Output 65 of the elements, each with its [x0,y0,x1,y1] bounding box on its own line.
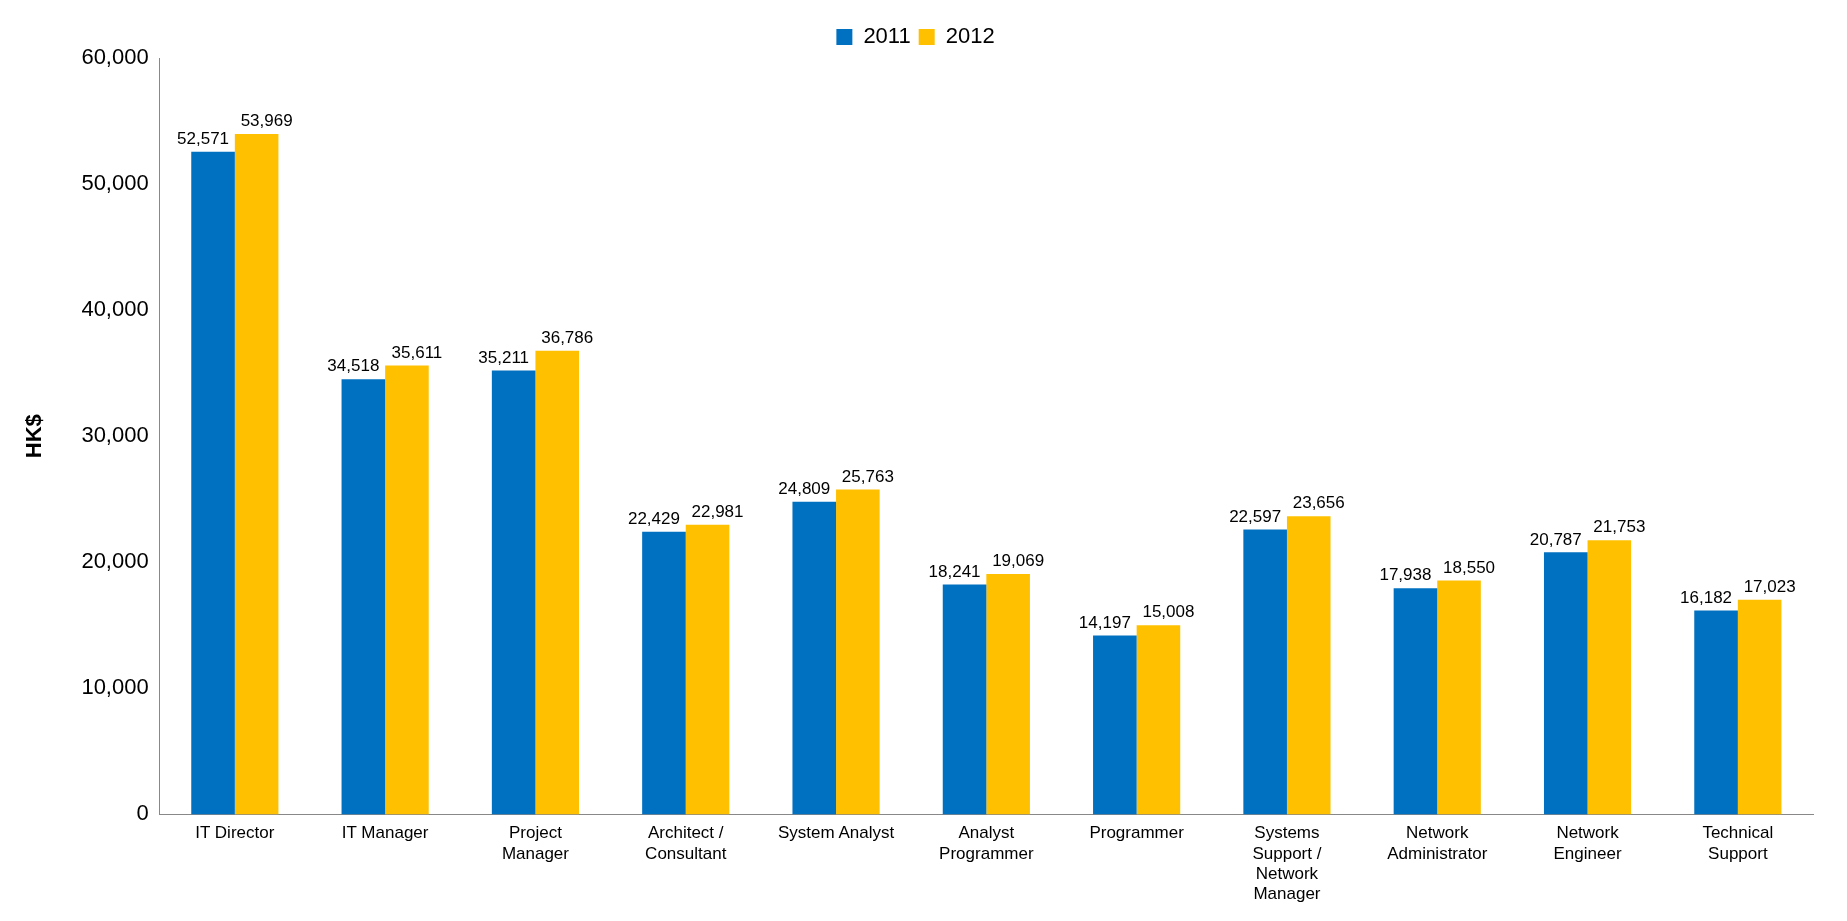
x-tick-label: System Analyst [777,823,895,843]
y-tick-label: 50,000 [81,170,149,196]
bar [234,134,279,815]
data-label: 21,753 [1593,517,1646,537]
bar [341,379,386,815]
bar [1093,635,1137,815]
bar [1737,599,1782,815]
data-label: 23,656 [1292,493,1345,513]
y-tick-label: 40,000 [81,296,149,322]
bar [535,350,580,815]
data-label: 22,981 [691,501,744,521]
y-tick-label: 20,000 [81,548,149,574]
legend-label: 2012 [945,23,995,49]
bar [1587,540,1632,815]
data-label: 18,550 [1443,557,1496,577]
bar [942,584,987,815]
bar [1437,580,1481,815]
x-tick-label: IT Manager [341,823,429,843]
data-label: 35,211 [478,347,530,367]
bar [836,489,880,815]
x-tick-label: Project Manager [501,823,570,863]
y-axis-title: HK$ [21,414,47,459]
bar [986,574,1030,815]
x-tick-label: Technical Support [1702,823,1774,863]
data-label: 25,763 [841,466,894,486]
legend-label: 2011 [863,23,911,49]
x-tick-label: Analyst Programmer [939,823,1034,863]
bar [1286,516,1331,815]
data-label: 35,611 [391,342,443,362]
x-tick-label: Network Administrator [1387,823,1488,863]
x-tick-label: Network Engineer [1553,823,1622,863]
data-label: 24,809 [778,478,831,498]
data-label: 19,069 [992,551,1045,571]
data-label: 14,197 [1078,612,1131,632]
bar [491,370,536,815]
bar [685,524,730,815]
bar [191,151,235,815]
x-tick-label: Systems Support / Network Manager [1252,823,1322,904]
bar [1393,588,1438,815]
data-label: 53,969 [240,111,293,131]
data-label: 17,938 [1379,565,1432,585]
data-label: 22,429 [627,508,680,528]
y-tick-label: 60,000 [81,44,149,70]
x-tick-label: Architect / Consultant [645,823,727,863]
data-label: 20,787 [1529,529,1582,549]
bar [1694,610,1738,815]
bar [385,365,429,815]
y-tick-label: 30,000 [81,422,149,448]
data-label: 52,571 [177,128,230,148]
bar [792,501,837,815]
data-label: 16,182 [1680,587,1733,607]
x-tick-label: IT Director [195,823,275,843]
y-tick-label: 10,000 [81,674,149,700]
data-label: 17,023 [1743,576,1796,596]
bar [1543,552,1588,815]
bar [642,531,686,815]
bar [1136,625,1181,815]
data-label: 22,597 [1229,506,1282,526]
data-label: 18,241 [928,561,981,581]
y-tick-label: 0 [136,800,149,826]
data-label: 36,786 [541,327,594,347]
data-label: 34,518 [327,356,380,376]
x-tick-label: Programmer [1089,823,1185,843]
bar [1243,529,1287,815]
data-label: 15,008 [1142,602,1195,622]
